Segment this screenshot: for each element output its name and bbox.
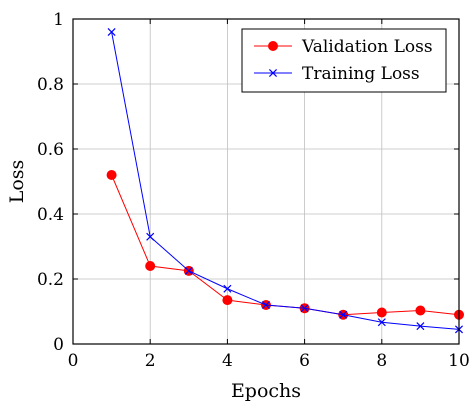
x-tick-label: 4 <box>222 351 233 371</box>
x-tick-label: 8 <box>376 351 387 371</box>
training-point <box>223 284 232 293</box>
training-point <box>184 266 193 275</box>
x-axis-title: Epochs <box>231 380 301 402</box>
training-point <box>339 310 348 319</box>
y-tick-label: 0 <box>53 335 64 355</box>
training-point <box>146 232 155 241</box>
series-layer <box>106 27 464 334</box>
x-tick-label: 10 <box>448 351 470 371</box>
y-tick-label: 0.4 <box>37 205 64 225</box>
x-tick-label: 2 <box>145 351 156 371</box>
validation-point <box>222 295 233 306</box>
training-point <box>261 300 271 310</box>
legend-label: Training Loss <box>302 64 420 84</box>
validation-point <box>376 307 387 318</box>
legend-box <box>241 28 447 93</box>
y-tick-label: 0.2 <box>37 270 64 290</box>
y-axis-title: Loss <box>6 160 28 204</box>
plot-frame <box>72 18 460 345</box>
legend-entry: Training Loss <box>254 64 420 84</box>
training-point <box>107 27 116 37</box>
x-tick-label: 0 <box>68 351 79 371</box>
legend-entry: Validation Loss <box>254 37 433 57</box>
validation-point <box>415 305 426 316</box>
training-point <box>268 68 278 78</box>
axis-ticks: 0 2 4 6 8 10 0 0.2 0.4 0.6 0.8 1 <box>37 10 470 371</box>
validation-point <box>145 261 156 271</box>
legend-label: Validation Loss <box>301 37 433 57</box>
legend: Validation Loss Training Loss <box>241 28 447 93</box>
y-tick-label: 1 <box>53 10 64 30</box>
y-tick-label: 0.8 <box>37 75 64 95</box>
training-point <box>416 322 425 331</box>
training-point <box>377 318 386 327</box>
validation-point <box>106 170 117 180</box>
series-line <box>111 31 460 330</box>
series-line <box>111 174 460 316</box>
validation-point <box>268 41 278 51</box>
series-0 <box>106 170 464 320</box>
y-tick-label: 0.6 <box>37 140 64 160</box>
training-point <box>300 304 309 313</box>
series-1 <box>107 27 464 334</box>
x-tick-label: 6 <box>299 351 310 371</box>
